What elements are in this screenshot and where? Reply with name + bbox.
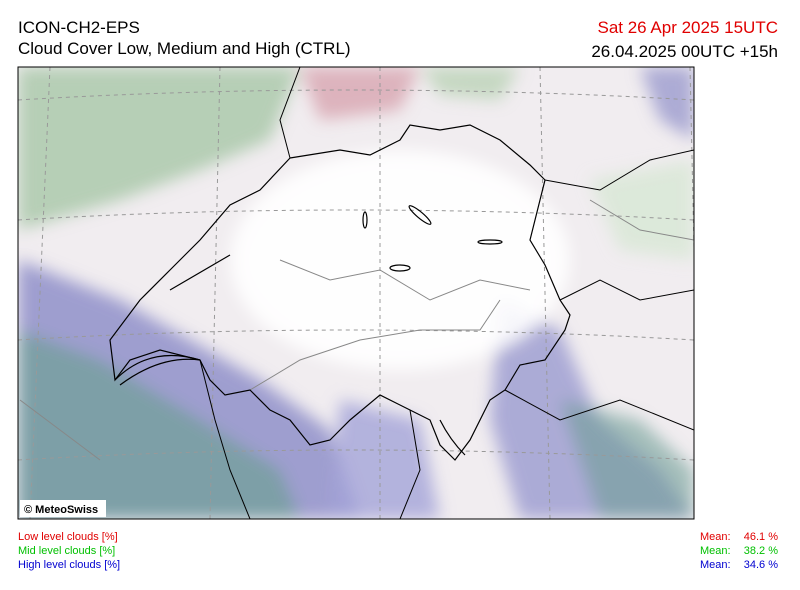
valid-time: Sat 26 Apr 2025 15UTC (597, 18, 778, 37)
legend-label: Mid level clouds [%] (18, 545, 116, 557)
credit-box (20, 500, 106, 517)
neighbor-borders (199, 67, 694, 519)
cloud-field (18, 67, 694, 519)
legend-label: High level clouds [%] (18, 559, 121, 571)
model-name: ICON-CH2-EPS (18, 18, 140, 37)
map-title: Cloud Cover Low, Medium and High (CTRL) (18, 39, 351, 58)
mean-value: 34.6 % (743, 559, 778, 571)
regional-borders (19, 199, 694, 461)
lakes (114, 205, 503, 456)
mean-label: Mean: (700, 531, 731, 543)
country-border (109, 124, 571, 461)
mean-label: Mean: (700, 559, 731, 571)
map-frame (17, 66, 695, 520)
mean-value: 38.2 % (743, 545, 778, 557)
legend-label: Low level clouds [%] (18, 531, 118, 543)
run-time: 26.04.2025 00UTC +15h (591, 42, 778, 61)
grid (18, 67, 694, 519)
credit: © MeteoSwiss (24, 504, 98, 516)
mean-label: Mean: (700, 545, 731, 557)
mean-value: 46.1 % (743, 531, 778, 543)
